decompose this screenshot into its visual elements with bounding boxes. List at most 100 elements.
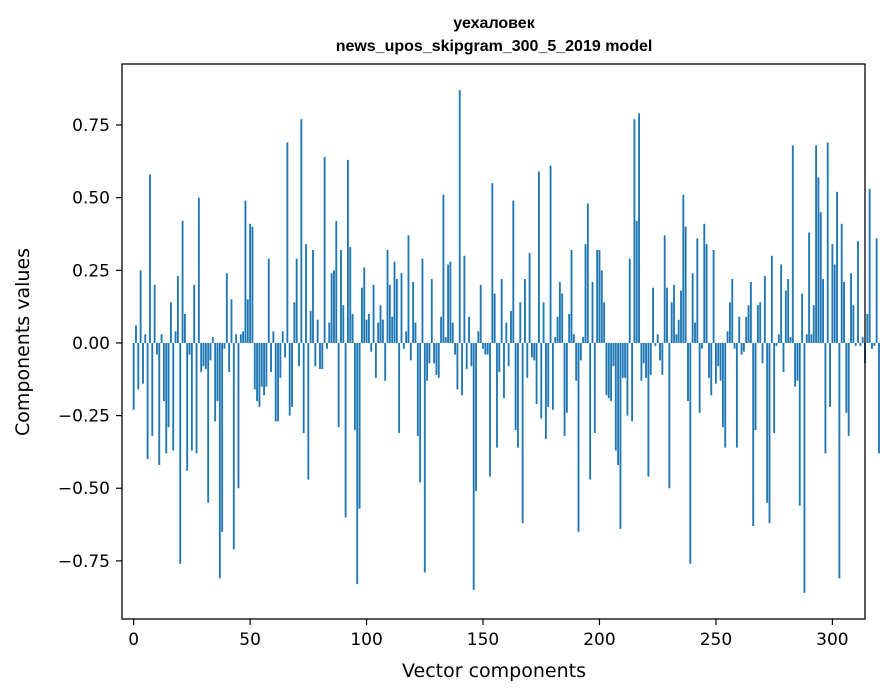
y-tick-label: 0.75 — [72, 116, 110, 136]
bar-182 — [556, 316, 559, 343]
bar-14 — [165, 342, 168, 454]
bar-206 — [612, 342, 615, 367]
y-tick-label: 0.00 — [72, 334, 110, 354]
bar-165 — [517, 342, 519, 448]
bar-57 — [265, 342, 268, 387]
bar-207 — [614, 342, 617, 451]
bar-224 — [654, 342, 657, 346]
bar-229 — [666, 287, 668, 343]
bar-223 — [652, 287, 654, 343]
bar-249 — [712, 249, 715, 343]
bar-251 — [717, 342, 720, 367]
bar-163 — [512, 200, 515, 343]
bar-247 — [708, 342, 710, 378]
y-axis-label: Components values — [12, 248, 34, 436]
y-tick-label: 0.50 — [72, 189, 110, 209]
bar-293 — [815, 145, 818, 343]
bar-267 — [754, 342, 757, 431]
x-axis-label: Vector components — [402, 660, 586, 682]
bar-205 — [610, 342, 613, 402]
bar-287 — [801, 293, 804, 343]
bar-93 — [349, 247, 352, 343]
bar-199 — [596, 249, 599, 343]
bar-166 — [519, 302, 522, 343]
bar-273 — [768, 342, 771, 524]
bar-160 — [505, 322, 508, 343]
x-tick-label: 150 — [467, 630, 499, 650]
bar-15 — [167, 342, 170, 428]
bar-186 — [565, 342, 568, 413]
bar-4 — [142, 342, 144, 384]
bar-219 — [642, 342, 645, 364]
bar-49 — [246, 299, 249, 343]
bar-48 — [244, 200, 247, 343]
bar-174 — [537, 171, 540, 343]
bar-9 — [153, 284, 156, 343]
bar-309 — [852, 305, 855, 343]
bar-96 — [356, 342, 359, 585]
bar-257 — [731, 279, 734, 343]
bar-230 — [668, 342, 671, 489]
bar-121 — [414, 322, 417, 343]
bar-43 — [232, 342, 235, 550]
bar-232 — [673, 284, 675, 343]
x-tick-label: 250 — [700, 630, 732, 650]
bar-168 — [524, 279, 526, 343]
bar-227 — [661, 342, 664, 375]
bar-115 — [400, 273, 403, 343]
bar-319 — [875, 238, 878, 343]
bar-64 — [281, 331, 284, 343]
bar-1 — [135, 325, 137, 343]
bar-196 — [589, 342, 592, 480]
bar-318 — [873, 342, 876, 346]
bar-226 — [659, 342, 661, 361]
bar-24 — [188, 342, 191, 355]
bar-243 — [698, 342, 701, 413]
bar-190 — [575, 342, 578, 381]
bar-97 — [358, 342, 361, 509]
bar-253 — [721, 342, 724, 428]
bar-240 — [691, 273, 694, 343]
bar-225 — [656, 334, 659, 343]
bar-82 — [323, 156, 326, 343]
bar-292 — [812, 305, 815, 343]
bar-111 — [391, 316, 394, 343]
bar-180 — [551, 342, 554, 410]
bar-175 — [540, 342, 543, 419]
bar-76 — [309, 310, 312, 343]
bar-171 — [531, 342, 533, 358]
bar-131 — [437, 342, 440, 378]
bar-173 — [535, 342, 538, 404]
bar-89 — [340, 249, 342, 343]
bar-264 — [747, 305, 750, 343]
bar-68 — [291, 342, 293, 407]
bar-120 — [412, 281, 415, 343]
bar-164 — [514, 342, 517, 431]
bar-315 — [866, 313, 869, 343]
x-tick-label: 50 — [239, 630, 261, 650]
bar-233 — [675, 334, 678, 343]
bar-71 — [298, 342, 300, 367]
bar-177 — [544, 342, 547, 439]
bar-44 — [235, 334, 238, 343]
bar-155 — [493, 293, 496, 343]
bar-235 — [680, 290, 682, 343]
bar-45 — [237, 342, 240, 489]
bar-118 — [407, 235, 410, 343]
bar-282 — [789, 337, 792, 343]
bar-67 — [288, 342, 291, 416]
bar-50 — [249, 223, 252, 343]
bar-12 — [160, 334, 163, 343]
bar-11 — [158, 342, 161, 465]
bar-85 — [330, 273, 333, 343]
bar-138 — [454, 342, 456, 355]
bar-117 — [405, 331, 408, 343]
bar-105 — [377, 322, 380, 343]
bar-216 — [635, 220, 638, 343]
bar-209 — [619, 342, 622, 529]
bar-144 — [468, 316, 470, 343]
bar-46 — [239, 334, 242, 343]
bar-61 — [274, 342, 277, 422]
bar-77 — [312, 249, 314, 343]
bar-83 — [326, 342, 328, 349]
